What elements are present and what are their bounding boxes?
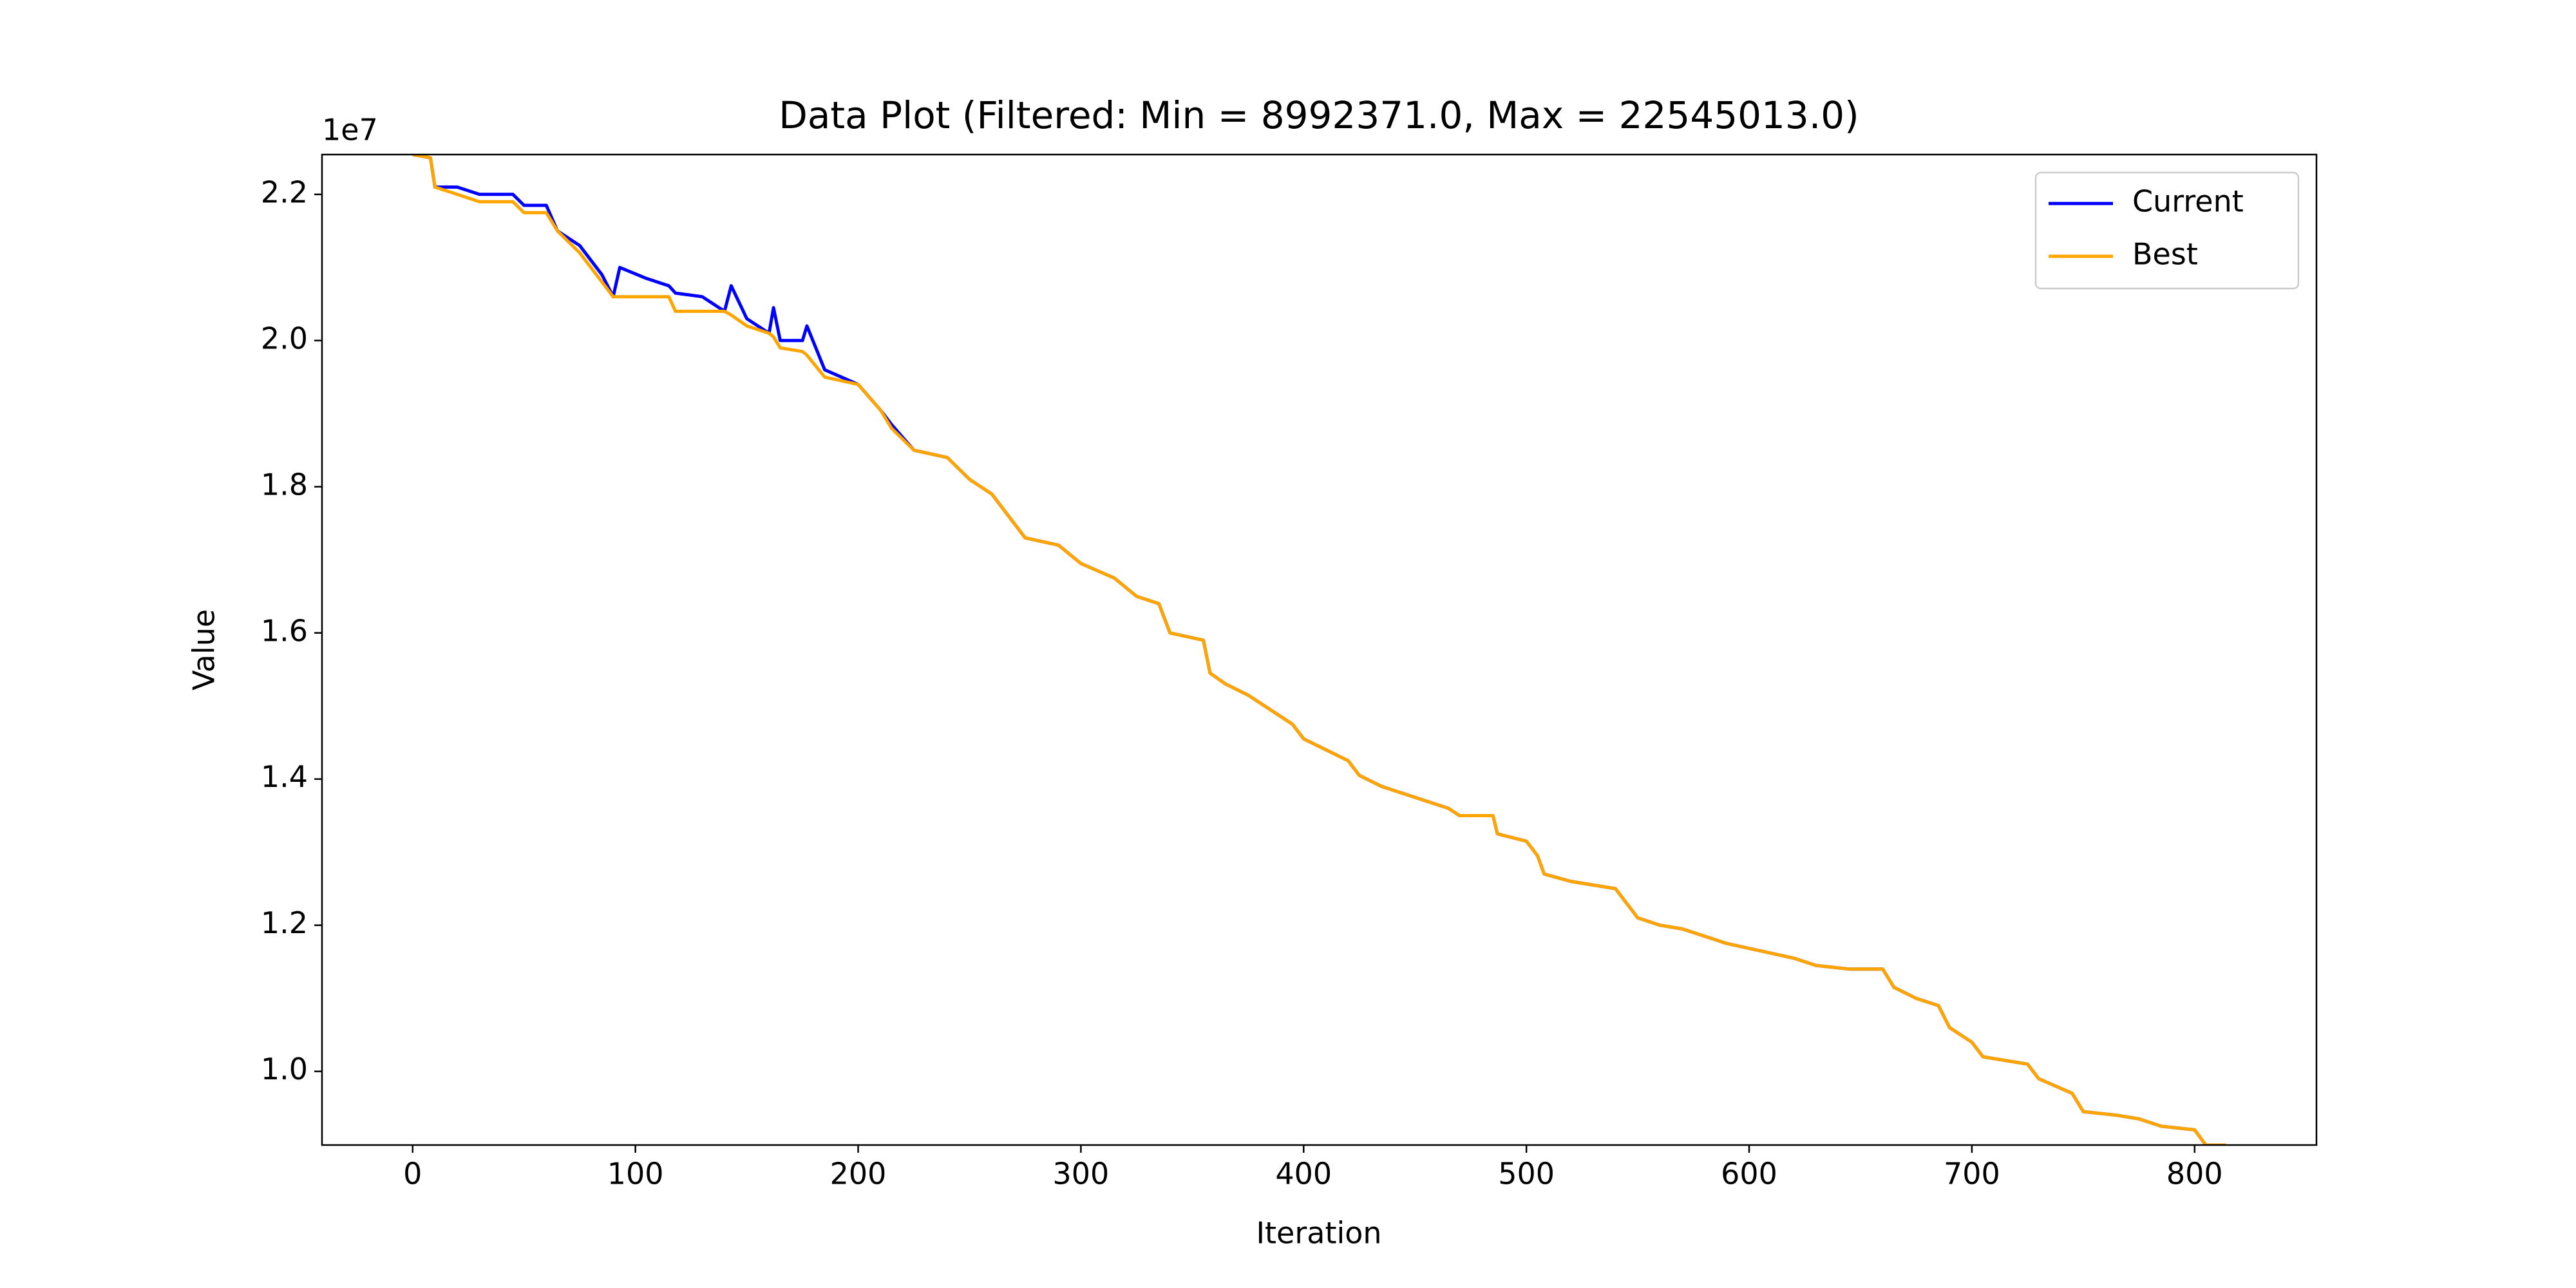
y-tick-label: 2.0 [261,321,308,355]
chart-title: Data Plot (Filtered: Min = 8992371.0, Ma… [779,93,1859,137]
y-tick-label: 1.2 [261,905,308,940]
plot-frame [321,153,2318,1146]
y-tick-label: 2.2 [261,175,308,209]
y-axis-label: Value [187,609,222,690]
x-tick-label: 600 [1721,1157,1777,1191]
x-tick-label: 400 [1275,1157,1332,1191]
x-tick-label: 500 [1498,1157,1555,1191]
y-offset-label: 1e7 [322,113,378,147]
y-tick-label: 1.8 [261,467,308,502]
y-tick-label: 1.4 [261,759,308,794]
x-tick-label: 700 [1944,1157,2000,1191]
x-tick-label: 300 [1053,1157,1110,1191]
legend-label: Best [2132,237,2198,272]
y-tick-label: 1.6 [261,613,308,648]
x-axis-label: Iteration [1256,1216,1381,1251]
x-tick-label: 800 [2166,1157,2223,1191]
y-tick-label: 1.0 [261,1052,308,1086]
legend-box [2034,171,2300,290]
x-tick-label: 0 [403,1157,422,1191]
x-tick-label: 200 [830,1157,887,1191]
data-line [412,155,2226,1145]
x-tick-label: 100 [607,1157,664,1191]
legend-label: Current [2132,184,2244,219]
